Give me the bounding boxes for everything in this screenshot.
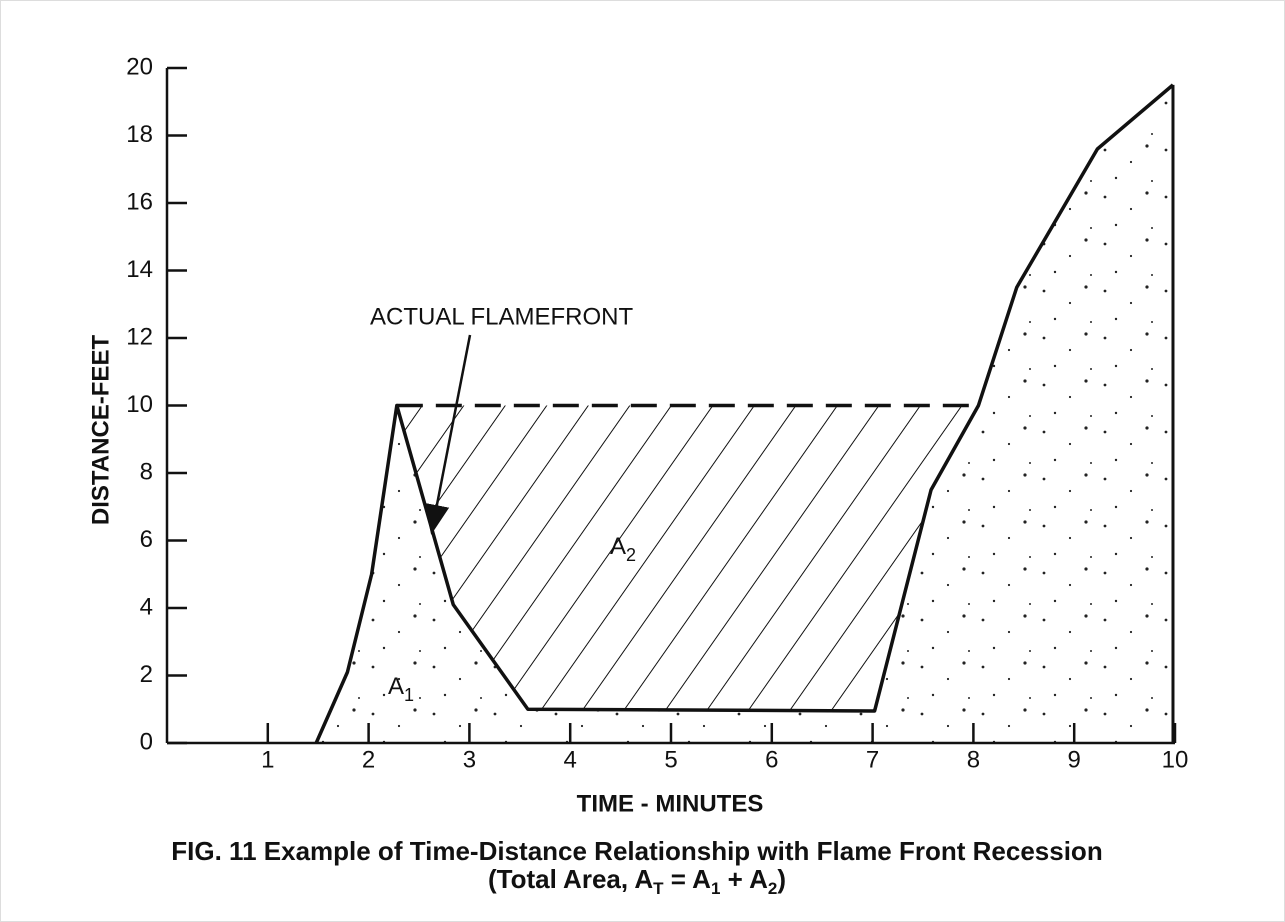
y-tick-label: 12 <box>126 323 153 350</box>
x-tick-label: 4 <box>564 746 577 773</box>
subtitle-text: + A <box>720 864 768 894</box>
x-tick-label: 9 <box>1068 746 1081 773</box>
y-tick-label: 4 <box>140 593 153 620</box>
x-axis-label: TIME - MINUTES <box>577 790 764 817</box>
caption-subtitle: (Total Area, AT = A1 + A2) <box>488 864 786 898</box>
y-tick-label: 14 <box>126 256 153 283</box>
subtitle-subscript: T <box>653 879 664 898</box>
area-label-name: A <box>610 533 626 560</box>
subtitle-subscript: 2 <box>768 879 777 898</box>
data-line <box>314 83 1175 744</box>
y-tick-label: 10 <box>126 391 153 418</box>
area-label-name: A <box>388 673 404 700</box>
stippled-area <box>316 84 1173 743</box>
x-tick-label: 7 <box>866 746 879 773</box>
caption-title: FIG. 11 Example of Time-Distance Relatio… <box>171 836 1102 866</box>
x-tick-label: 6 <box>765 746 778 773</box>
area-label-sub: 1 <box>404 685 414 705</box>
x-tick-label: 5 <box>664 746 677 773</box>
annotation-arrow <box>424 334 472 535</box>
x-tick-label: 10 <box>1162 746 1189 773</box>
y-tick-label: 20 <box>126 53 153 80</box>
x-tick-label: 3 <box>463 746 476 773</box>
y-axis-label: DISTANCE-FEET <box>87 335 114 526</box>
y-tick-label: 2 <box>140 661 153 688</box>
hatched-area <box>396 405 979 711</box>
area-label: A1 <box>388 673 414 704</box>
subtitle-subscript: 1 <box>711 879 720 898</box>
subtitle-text: (Total Area, A <box>488 864 653 894</box>
y-tick-label: 6 <box>140 526 153 553</box>
x-tick-label: 1 <box>261 746 274 773</box>
y-tick-label: 0 <box>140 728 153 755</box>
x-tick-label: 2 <box>362 746 375 773</box>
y-tick-label: 8 <box>140 458 153 485</box>
annotation: ACTUAL FLAMEFRONT <box>370 303 633 330</box>
area-label-sub: 2 <box>626 545 636 565</box>
y-tick-label: 16 <box>126 188 153 215</box>
x-tick-label: 8 <box>967 746 980 773</box>
subtitle-text: ) <box>777 864 786 894</box>
subtitle-text: = A <box>664 864 712 894</box>
y-tick-label: 18 <box>126 121 153 148</box>
area-label: A2 <box>610 533 636 564</box>
